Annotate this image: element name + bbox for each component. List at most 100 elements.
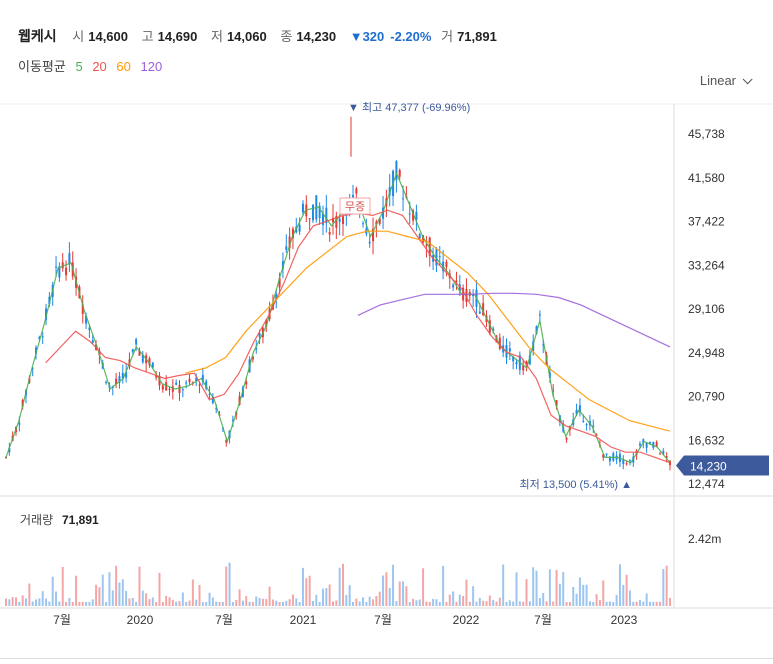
volume-bar	[165, 595, 168, 606]
candle-body	[418, 234, 421, 239]
volume-bar	[21, 595, 24, 606]
volume-bar	[131, 597, 134, 606]
candle-body	[245, 381, 248, 385]
volume-bar	[291, 594, 294, 606]
candle-body	[555, 400, 558, 407]
candle-body	[195, 377, 198, 382]
volume-bar	[218, 602, 221, 606]
ma-5[interactable]: 5	[75, 59, 83, 74]
volume-bar	[345, 595, 348, 606]
volume-bar	[665, 565, 668, 606]
volume-bar	[255, 596, 258, 606]
ma-20[interactable]: 20	[92, 59, 107, 74]
volume-bar	[595, 594, 598, 606]
candle-body	[258, 333, 261, 337]
y-tick-label: 12,474	[688, 477, 725, 491]
candle-body	[355, 188, 358, 194]
volume-bar	[518, 601, 521, 606]
candle-body	[368, 241, 371, 244]
y-tick-label: 29,106	[688, 302, 725, 316]
volume-bar	[328, 584, 331, 606]
volume-bar	[45, 598, 48, 606]
candle-body	[488, 320, 491, 333]
candle-body	[48, 296, 51, 305]
volume-bar	[261, 598, 264, 606]
volume-bar	[435, 599, 438, 606]
volume-bar	[375, 596, 378, 606]
volume-bar	[331, 601, 334, 606]
volume-bar	[228, 562, 231, 606]
candle-body	[198, 384, 201, 386]
volume-bar	[281, 601, 284, 606]
volume-bar	[542, 593, 545, 606]
volume-bar	[111, 590, 114, 606]
volume-bar	[388, 587, 391, 606]
volume-bar	[478, 597, 481, 606]
candle-body	[148, 358, 151, 365]
candle-body	[225, 440, 228, 443]
volume-bar	[508, 600, 511, 606]
candle-body	[482, 303, 485, 316]
candle-body	[578, 405, 581, 413]
volume-value: 71,891	[457, 29, 497, 44]
close-label: 종	[280, 29, 293, 44]
candle-body	[648, 441, 651, 444]
x-tick-label: 2023	[611, 613, 638, 627]
candle-body	[278, 277, 281, 288]
candle-body	[342, 216, 345, 225]
candle-body	[91, 340, 94, 343]
volume-bar	[208, 592, 211, 606]
volume-bar	[235, 599, 238, 606]
candle-body	[665, 456, 668, 458]
scale-dropdown[interactable]: Linear	[694, 72, 755, 89]
volume-bar	[585, 584, 588, 606]
volume-bar	[492, 599, 495, 606]
candle-body	[395, 161, 398, 181]
volume-bar	[155, 601, 158, 606]
high-annotation: ▼ 최고 47,377 (-69.96%)	[348, 101, 470, 114]
candle-body	[155, 375, 158, 378]
volume-bar	[645, 593, 648, 606]
ma-line-5	[5, 171, 671, 464]
candle-body	[595, 434, 598, 436]
candle-body	[658, 453, 661, 455]
volume-bar	[662, 569, 665, 606]
volume-bar	[525, 579, 528, 606]
volume-bar	[125, 590, 128, 606]
candle-body	[338, 218, 341, 223]
change-percent: -2.20%	[390, 29, 432, 44]
moving-average-label: 이동평균	[18, 59, 66, 74]
candle-body	[298, 224, 301, 232]
candle-body	[378, 218, 381, 224]
volume-bar	[325, 588, 328, 606]
candle-body	[552, 390, 555, 392]
candle-body	[512, 356, 515, 362]
volume-bar	[495, 601, 498, 606]
volume-bar	[231, 601, 234, 606]
volume-bar	[5, 598, 7, 606]
candle-body	[281, 261, 284, 269]
volume-bar	[468, 601, 471, 606]
candle-body	[45, 308, 48, 320]
candle-body	[425, 244, 428, 246]
volume-bar	[482, 600, 485, 606]
candle-body	[669, 461, 671, 465]
open-label: 시	[72, 29, 85, 44]
candle-body	[508, 348, 511, 352]
candle-body	[175, 382, 178, 385]
candle-body	[161, 385, 164, 390]
ma-60[interactable]: 60	[116, 59, 131, 74]
volume-bar	[211, 597, 214, 606]
candle-body	[362, 223, 365, 225]
volume-bar	[268, 586, 271, 606]
volume-bar	[522, 601, 525, 606]
candle-body	[265, 319, 268, 327]
candle-body	[105, 381, 108, 383]
candle-body	[141, 354, 144, 363]
ma-120[interactable]: 120	[140, 59, 163, 74]
volume-bar	[115, 565, 118, 606]
volume-panel-value: 71,891	[62, 513, 99, 527]
candle-body	[88, 327, 91, 330]
candle-body	[605, 453, 608, 455]
